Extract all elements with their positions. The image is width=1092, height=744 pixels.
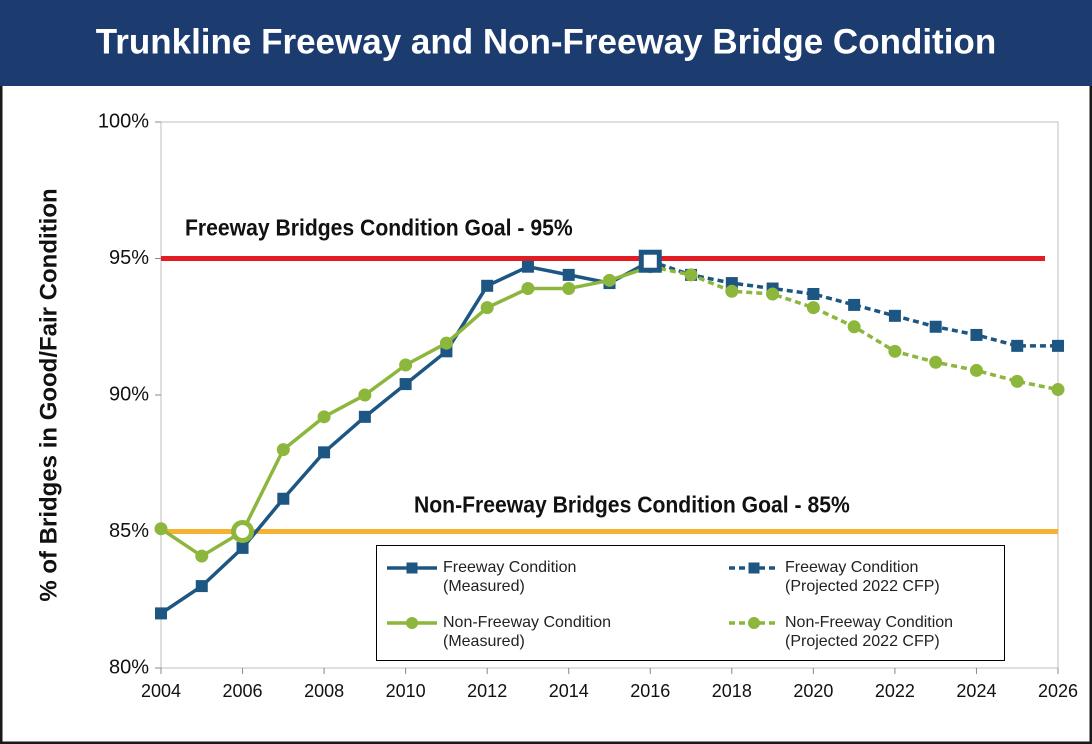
x-tick-label: 2012 [467, 681, 507, 701]
x-tick-label: 2010 [386, 681, 426, 701]
legend-item: Non-Freeway Condition (Measured) [387, 613, 687, 663]
legend-label: Non-Freeway Condition (Projected 2022 CF… [785, 614, 954, 650]
data-point [154, 522, 168, 536]
data-point [929, 355, 943, 369]
x-tick-label: 2024 [956, 681, 996, 701]
data-point [317, 410, 331, 424]
legend: Freeway Condition (Measured) Freeway Cond… [376, 545, 1005, 661]
x-tick-label: 2014 [549, 681, 589, 701]
legend-marker [406, 617, 418, 629]
x-tick-label: 2004 [141, 681, 181, 701]
legend-item: Freeway Condition (Projected 2022 CFP) [729, 558, 1029, 608]
data-point [806, 301, 820, 315]
legend-swatch [387, 617, 437, 629]
series-line [649, 259, 1058, 348]
data-point [562, 282, 576, 296]
data-point [481, 279, 494, 292]
x-tick-label: 2008 [304, 681, 344, 701]
data-point [1051, 383, 1065, 397]
y-tick-label: 85% [109, 520, 149, 542]
data-point [399, 358, 413, 372]
legend-swatch [729, 617, 779, 629]
legend-item: Freeway Condition (Measured) [387, 558, 687, 608]
data-point [725, 284, 739, 298]
legend-label: Non-Freeway Condition (Measured) [443, 614, 612, 650]
data-point [969, 363, 983, 377]
legend-swatch [387, 562, 437, 574]
data-point [277, 492, 290, 505]
data-point [358, 410, 371, 423]
data-point [195, 580, 208, 593]
data-point [1011, 339, 1024, 352]
data-point [848, 298, 861, 311]
data-point [318, 446, 331, 459]
legend-label: Freeway Condition (Projected 2022 CFP) [785, 559, 940, 595]
y-tick-label: 90% [109, 383, 149, 405]
chart-title: Trunkline Freeway and Non-Freeway Bridge… [96, 22, 996, 61]
x-tick-label: 2018 [712, 681, 752, 701]
y-axis-title: % of Bridges in Good/Fair Condition [35, 188, 62, 601]
data-point [766, 287, 780, 301]
legend-swatch [729, 562, 779, 574]
data-point [929, 320, 942, 333]
data-point [480, 301, 494, 315]
y-tick-label: 80% [109, 656, 149, 678]
legend-marker [748, 617, 760, 629]
data-point [399, 378, 412, 391]
data-point [1010, 374, 1024, 388]
data-point [236, 541, 249, 554]
goal-label: Non-Freeway Bridges Condition Goal - 85% [414, 492, 850, 518]
data-point [888, 309, 901, 322]
data-point [603, 273, 616, 287]
y-tick-label: 100% [98, 110, 149, 132]
data-point [562, 268, 575, 281]
data-point [888, 344, 902, 358]
x-tick-label: 2016 [630, 681, 670, 701]
y-tick-label: 95% [109, 247, 149, 269]
x-tick-label: 2020 [793, 681, 833, 701]
data-point [276, 443, 290, 457]
legend-label: Freeway Condition (Measured) [443, 559, 577, 595]
legend-item: Non-Freeway Condition (Projected 2022 CF… [729, 613, 1029, 663]
data-point [155, 607, 167, 620]
data-point [521, 260, 534, 273]
x-tick-label: 2006 [223, 681, 263, 701]
x-tick-label: 2022 [875, 681, 915, 701]
legend-marker [748, 562, 760, 574]
data-point [970, 328, 983, 341]
legend-marker [406, 562, 418, 574]
data-point [195, 549, 209, 563]
data-point [1052, 339, 1064, 352]
highlight-point [231, 520, 255, 543]
x-tick-label: 2026 [1038, 681, 1078, 701]
highlight-point [638, 249, 662, 273]
header-band [0, 0, 1092, 86]
data-point [807, 287, 820, 300]
data-point [521, 282, 535, 296]
data-point [684, 268, 698, 282]
data-point [439, 336, 453, 350]
goal-label: Freeway Bridges Condition Goal - 95% [185, 215, 573, 241]
data-point [847, 320, 861, 334]
data-point [358, 388, 372, 402]
